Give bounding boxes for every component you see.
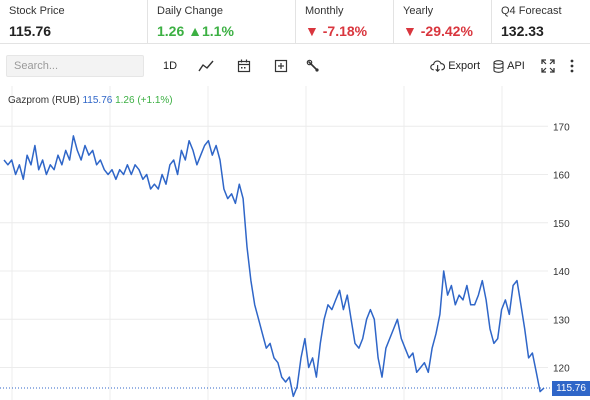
chart-series	[0, 135, 552, 398]
database-icon	[493, 59, 504, 73]
stat-value: ▼ -29.42%	[403, 21, 491, 41]
stat-label: Q4 Forecast	[501, 5, 562, 17]
price-chart[interactable]: 120 130 140 150 160 170	[0, 86, 590, 400]
fullscreen-icon	[541, 59, 555, 73]
interval-button[interactable]: 1D	[160, 56, 180, 76]
stat-value-number: -29.42%	[420, 23, 473, 39]
settings-button[interactable]	[303, 56, 323, 76]
add-box-icon	[274, 59, 288, 73]
stat-label: Stock Price	[9, 5, 65, 17]
price-series-line	[3, 135, 545, 398]
date-range-button[interactable]	[234, 56, 254, 76]
fullscreen-button[interactable]	[539, 56, 557, 76]
stat-q4-forecast: Q4 Forecast 132.33	[492, 0, 590, 44]
chart-legend: Gazprom (RUB) 115.76 1.26 (+1.1%)	[8, 95, 173, 106]
stat-value-number: 1.26	[157, 23, 185, 39]
stats-bar: Stock Price 115.76 Daily Change 1.26 ▲1.…	[0, 0, 590, 44]
stat-daily-change: Daily Change 1.26 ▲1.1%	[148, 0, 296, 44]
stat-monthly: Monthly ▼ -7.18%	[296, 0, 394, 44]
chart-type-button[interactable]	[196, 56, 216, 76]
more-options-button[interactable]	[565, 56, 579, 76]
chart-toolbar: 1D E	[0, 52, 590, 80]
export-label: Export	[448, 60, 480, 72]
up-arrow-icon: ▲	[188, 23, 202, 39]
stat-value: 1.26 ▲1.1%	[157, 21, 295, 41]
more-vertical-icon	[570, 59, 574, 73]
wrench-icon	[306, 59, 319, 72]
stat-stock-price: Stock Price 115.76	[0, 0, 148, 44]
add-indicator-button[interactable]	[271, 56, 291, 76]
stat-value-percent: 1.1%	[202, 23, 234, 39]
y-tick-label: 170	[553, 122, 570, 133]
legend-change: 1.26 (+1.1%)	[115, 95, 173, 106]
y-tick-label: 120	[553, 364, 570, 375]
calendar-icon	[237, 59, 251, 73]
stat-value: 132.33	[501, 23, 544, 39]
stat-value: 115.76	[9, 23, 52, 39]
api-button[interactable]: API	[493, 56, 525, 76]
stat-label: Monthly	[305, 5, 344, 17]
y-axis: 120 130 140 150 160 170	[553, 122, 570, 374]
export-button[interactable]: Export	[430, 56, 480, 76]
stat-label: Yearly	[403, 5, 434, 17]
api-label: API	[507, 60, 525, 72]
stat-value-number: -7.18%	[322, 23, 368, 39]
search-input[interactable]	[6, 55, 144, 77]
stat-value: ▼ -7.18%	[305, 21, 393, 41]
cloud-download-icon	[430, 60, 446, 73]
y-tick-label: 160	[553, 171, 570, 182]
y-tick-label: 130	[553, 315, 570, 326]
legend-series-name: Gazprom (RUB)	[8, 95, 80, 106]
y-tick-label: 150	[553, 219, 570, 230]
y-tick-label: 140	[553, 267, 570, 278]
line-chart-icon	[198, 60, 214, 72]
down-arrow-icon: ▼	[403, 23, 417, 39]
current-price-label: 115.76	[552, 381, 590, 396]
stat-label: Daily Change	[157, 5, 224, 17]
down-arrow-icon: ▼	[305, 23, 319, 39]
interval-label: 1D	[162, 60, 178, 72]
legend-price: 115.76	[82, 95, 113, 106]
stat-yearly: Yearly ▼ -29.42%	[394, 0, 492, 44]
chart-grid	[0, 86, 548, 400]
